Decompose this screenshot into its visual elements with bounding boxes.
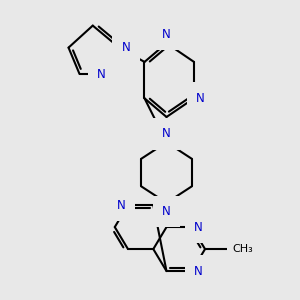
Text: N: N [194,220,203,234]
Text: N: N [162,28,171,41]
Text: CH₃: CH₃ [232,244,253,254]
Text: N: N [194,265,203,278]
Text: N: N [196,92,205,105]
Text: N: N [122,41,130,54]
Text: N: N [162,127,171,140]
Text: N: N [162,205,171,218]
Text: N: N [97,68,106,80]
Text: N: N [117,199,126,212]
